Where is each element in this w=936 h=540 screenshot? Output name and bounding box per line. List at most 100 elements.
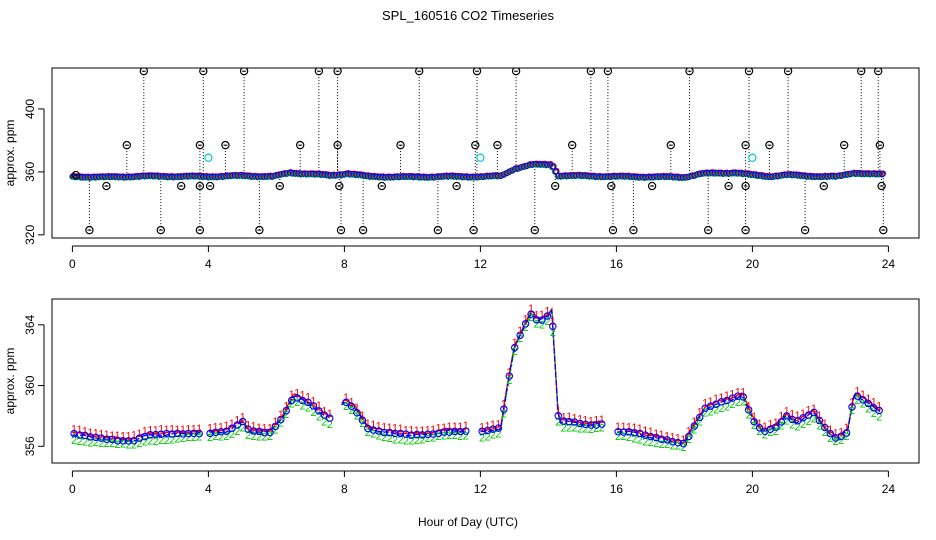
series-2-marker: 2 <box>827 433 833 445</box>
series-3-point <box>559 417 568 425</box>
series-3-point <box>451 427 459 436</box>
series-1-marker: 1 <box>849 397 855 409</box>
series-3-point <box>581 420 590 429</box>
series-1-marker: 1 <box>381 421 387 433</box>
series-3-point <box>374 427 383 435</box>
series-2-marker: 2 <box>659 439 665 451</box>
outlier-point <box>741 140 750 150</box>
series-1-marker: 1 <box>659 429 665 441</box>
series-3-point <box>521 320 530 328</box>
series-1-marker: 1 <box>854 385 860 397</box>
outlier-point <box>433 225 443 235</box>
series-1-marker: 1 <box>593 414 599 426</box>
x-tick-label: 4 <box>205 482 212 496</box>
series-3-point <box>478 427 486 435</box>
series-2-marker: 2 <box>120 439 126 451</box>
series-2-marker: 2 <box>871 408 877 420</box>
series-1-marker: 1 <box>669 432 675 444</box>
series-2-marker: 2 <box>115 439 121 451</box>
x-tick-label: 20 <box>746 482 760 496</box>
x-tick-label: 20 <box>746 257 760 271</box>
series-3-point <box>92 433 100 442</box>
outlier-point <box>607 181 616 191</box>
series-1-marker: 1 <box>599 414 605 426</box>
outlier-point <box>800 225 810 235</box>
series-1-marker: 1 <box>463 420 469 432</box>
series-3-point <box>739 393 747 401</box>
series-3-point <box>690 422 699 430</box>
outlier-point <box>819 181 829 191</box>
series-2-marker: 2 <box>495 429 501 441</box>
series-1-marker: 1 <box>93 427 99 439</box>
series-2-marker: 2 <box>283 409 289 421</box>
series-3-point <box>483 426 492 435</box>
series-3-point <box>407 431 416 439</box>
series-2-marker: 2 <box>212 431 218 443</box>
series-1-marker: 1 <box>501 399 507 411</box>
series-1-marker: 1 <box>490 419 496 431</box>
series-3-point <box>190 429 198 438</box>
series-2-marker: 2 <box>838 435 844 447</box>
series-2-marker: 2 <box>76 436 82 448</box>
series-1-marker: 1 <box>397 423 403 435</box>
outlier-point <box>704 225 713 235</box>
series-1-marker: 1 <box>425 424 431 436</box>
series-2-marker: 2 <box>555 416 561 428</box>
series-2-marker: 2 <box>251 431 257 443</box>
series-2-marker: 2 <box>544 316 550 328</box>
series-1-marker: 1 <box>245 419 251 431</box>
series-2-marker: 2 <box>865 404 871 416</box>
outlier-point <box>358 225 368 235</box>
series-2-marker: 2 <box>849 405 855 417</box>
outlier-point <box>333 68 342 76</box>
series-1-marker: 1 <box>180 424 186 436</box>
series-3-point <box>859 396 867 404</box>
series-1-marker: 1 <box>153 424 159 436</box>
series-1-marker: 1 <box>582 414 588 426</box>
series-2-marker: 2 <box>169 434 175 446</box>
series-1-marker: 1 <box>718 392 724 404</box>
series-2-marker: 2 <box>142 437 148 449</box>
series-1-marker: 1 <box>387 422 393 434</box>
series-3-point <box>184 429 193 438</box>
series-3-point <box>815 416 824 425</box>
series-3-point <box>326 414 334 422</box>
series-3-point <box>592 421 601 429</box>
series-3-point <box>108 435 116 444</box>
series-1-marker: 1 <box>778 411 784 423</box>
series-2-marker: 2 <box>588 424 594 436</box>
series-2-marker: 2 <box>582 424 588 436</box>
series-2-marker: 2 <box>691 425 697 437</box>
series-3-point <box>358 416 367 424</box>
y-tick-label: 400 <box>23 99 37 119</box>
series-2-marker: 2 <box>572 423 578 435</box>
x-tick-label: 12 <box>474 482 488 496</box>
outlier-point <box>139 68 148 76</box>
series-2-marker: 2 <box>321 416 327 428</box>
series-2-marker: 2 <box>354 411 360 423</box>
outlier-point <box>877 181 886 191</box>
series-2-marker: 2 <box>436 431 442 443</box>
series-1-marker: 1 <box>142 425 148 437</box>
series-3-point <box>744 406 753 414</box>
series-2-marker: 2 <box>359 418 365 430</box>
series-3-point <box>532 315 541 324</box>
series-3-point <box>831 434 840 442</box>
series-1-marker: 1 <box>865 393 871 405</box>
series-3-point <box>119 437 127 445</box>
series-3-point <box>249 427 258 435</box>
x-tick-label: 16 <box>610 257 624 271</box>
series-2-marker: 2 <box>680 442 686 454</box>
series-2-marker: 2 <box>430 433 436 445</box>
series-1-marker: 1 <box>620 421 626 433</box>
series-2-marker: 2 <box>196 431 202 443</box>
series-3-point <box>837 432 845 441</box>
series-2-marker: 2 <box>631 433 637 445</box>
series-2-marker: 2 <box>185 432 191 444</box>
series-1-marker: 1 <box>626 422 632 434</box>
x-tick-label: 8 <box>341 482 348 496</box>
series-3-point <box>565 417 573 426</box>
series-2-marker: 2 <box>147 435 153 447</box>
series-2-marker: 2 <box>327 419 333 431</box>
chart-title: SPL_160516 CO2 Timeseries <box>382 8 554 23</box>
